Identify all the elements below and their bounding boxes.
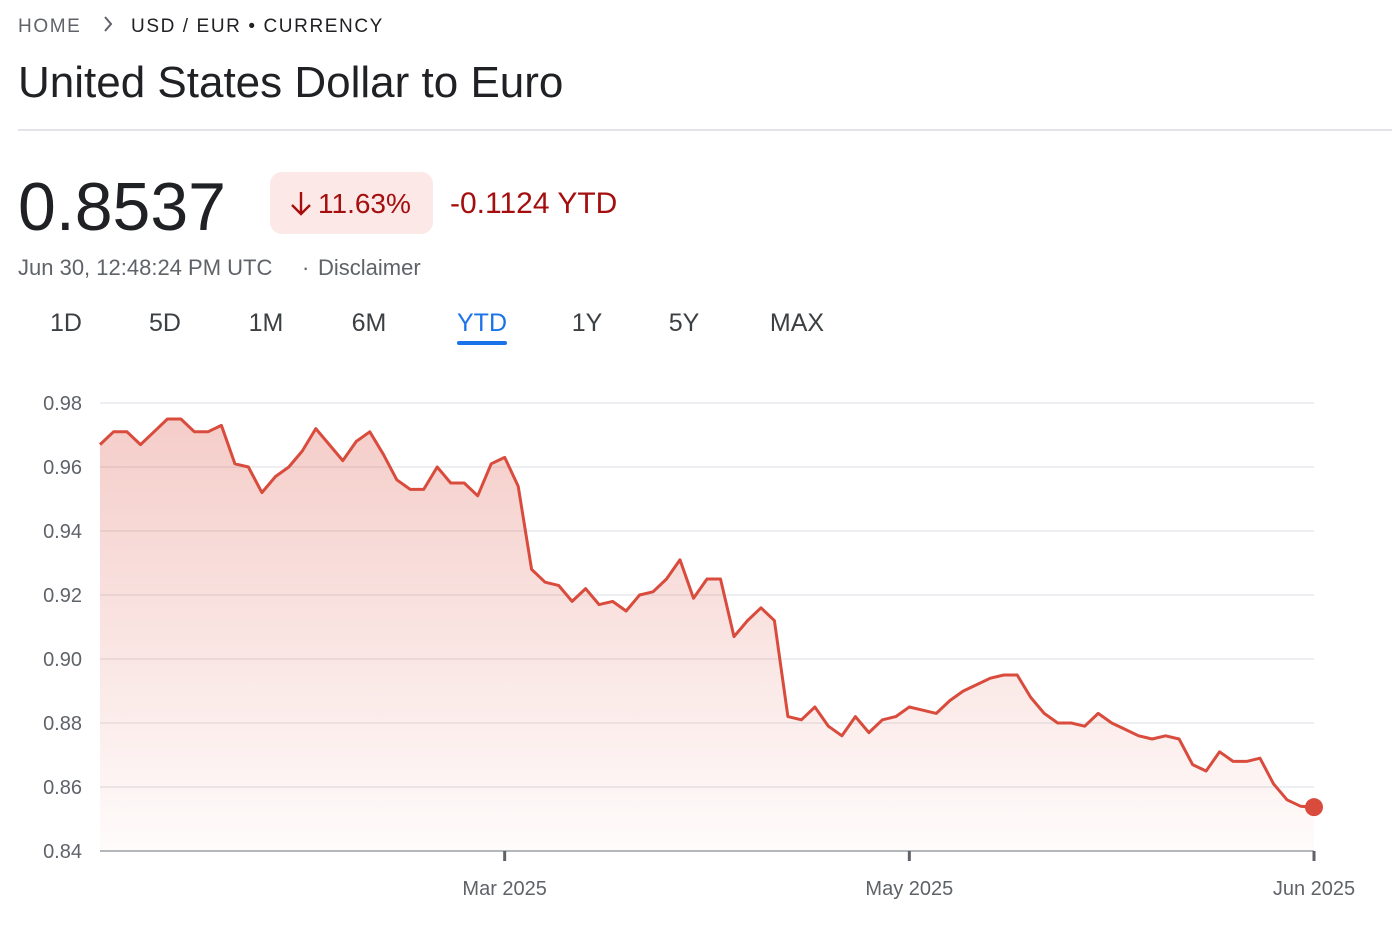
- down-arrow-icon: [291, 192, 311, 216]
- separator: ·: [302, 255, 309, 280]
- area-fill: [100, 419, 1314, 851]
- timestamp: Jun 30, 12:48:24 PM UTC: [18, 255, 272, 280]
- breadcrumb-current: USD / EUR • CURRENCY: [131, 16, 384, 37]
- change-badge: [270, 172, 433, 234]
- y-tick-label: 0.86: [43, 777, 82, 799]
- last-point: [1305, 798, 1323, 817]
- x-tick-label: May 2025: [865, 878, 953, 900]
- y-tick-label: 0.90: [43, 649, 82, 671]
- y-tick-label: 0.98: [43, 393, 82, 415]
- range-tabs: 1D 5D 1M 6M YTD 1Y 5Y MAX: [50, 309, 824, 345]
- price: 0.8537: [18, 169, 226, 245]
- change-absolute: -0.1124 YTD: [450, 187, 617, 220]
- chart: 0.84 0.86 0.88 0.90 0.92 0.94 0.96 0.98 Mar 2025…: [43, 393, 1355, 900]
- y-tick-label: 0.88: [43, 713, 82, 735]
- breadcrumb-chevron: [104, 16, 113, 32]
- x-tick-label: Mar 2025: [462, 878, 547, 900]
- range-tab[interactable]: 5Y: [669, 309, 700, 337]
- range-tab[interactable]: 5D: [149, 309, 181, 337]
- breadcrumb-home[interactable]: HOME: [18, 16, 81, 37]
- change-percent: 11.63%: [318, 188, 411, 219]
- selected-tab-indicator: [457, 341, 507, 345]
- disclaimer-link[interactable]: Disclaimer: [318, 255, 421, 280]
- range-tab[interactable]: 1D: [50, 309, 82, 337]
- range-tab[interactable]: 1M: [249, 309, 284, 337]
- y-tick-label: 0.94: [43, 521, 82, 543]
- range-tab[interactable]: MAX: [770, 309, 825, 337]
- price-line: [98, 417, 1315, 809]
- y-tick-label: 0.92: [43, 585, 82, 607]
- range-tab[interactable]: 6M: [352, 309, 387, 337]
- y-tick-label: 0.96: [43, 457, 82, 479]
- y-tick-label: 0.84: [43, 841, 82, 863]
- range-tab[interactable]: 1Y: [572, 309, 603, 337]
- page-title: United States Dollar to Euro: [18, 58, 563, 107]
- x-tick-label: Jun 2025: [1273, 878, 1355, 900]
- range-tab[interactable]: YTD: [457, 309, 507, 337]
